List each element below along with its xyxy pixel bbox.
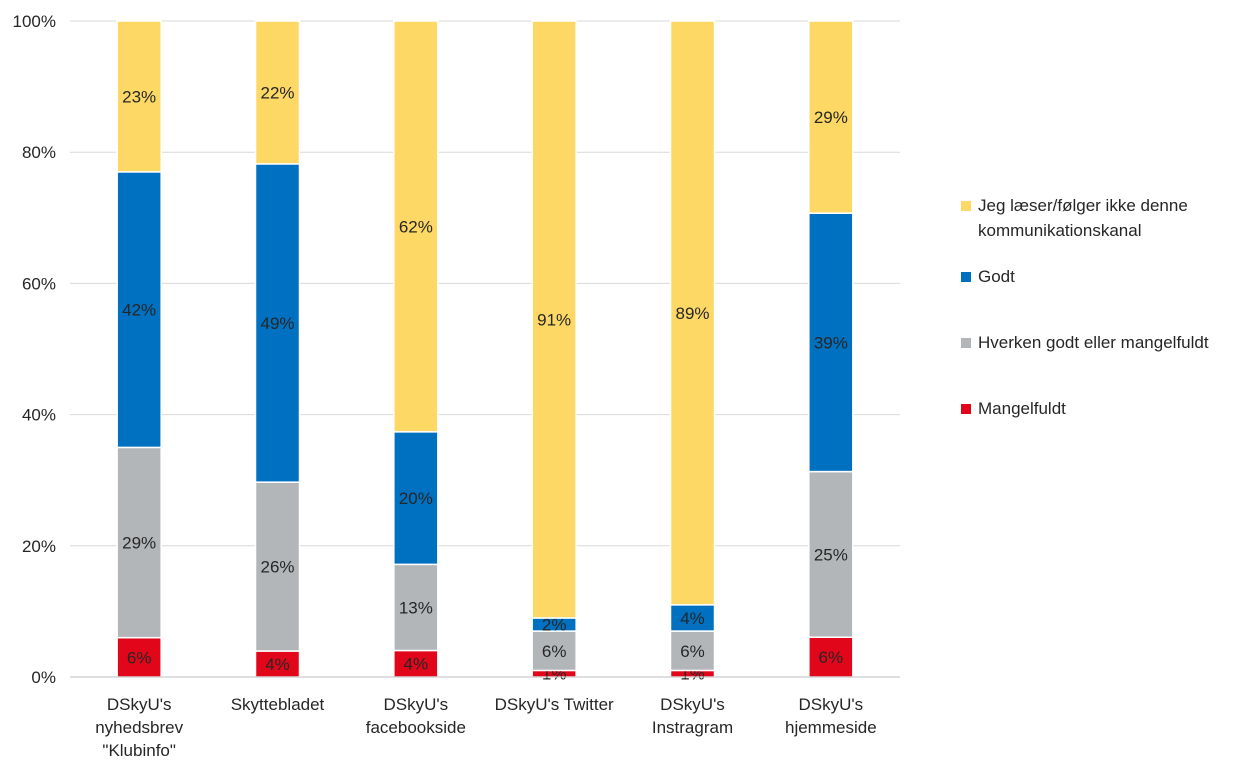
bar-segment	[393, 649, 439, 678]
legend-label: kommunikationskanal	[978, 221, 1141, 240]
bar-segment	[393, 563, 439, 652]
y-tick-label: 60%	[22, 274, 56, 293]
data-label: 91%	[537, 310, 571, 329]
bar-segment	[669, 20, 716, 606]
bar-segment	[254, 163, 301, 483]
bar-segment	[808, 636, 854, 678]
bar-stacks: 6%29%42%23%4%26%49%22%4%13%20%62%1%6%2%9…	[116, 20, 854, 684]
data-label: 49%	[260, 314, 294, 333]
y-tick-label: 80%	[22, 143, 56, 162]
legend-swatch	[961, 272, 971, 282]
bar-segment	[393, 20, 439, 433]
y-tick-label: 0%	[31, 668, 56, 687]
x-tick-label: hjemmeside	[785, 718, 877, 737]
bar-segment	[808, 212, 854, 473]
legend-swatch	[961, 404, 971, 414]
x-tick-label: Instragram	[652, 718, 733, 737]
data-label: 6%	[127, 648, 152, 667]
data-label: 4%	[265, 655, 290, 674]
data-label: 42%	[122, 301, 156, 320]
data-label: 89%	[675, 304, 709, 323]
bar-segment	[531, 20, 577, 619]
legend-label: Godt	[978, 267, 1015, 286]
y-tick-label: 40%	[22, 406, 56, 425]
axes: 0% 20% 40% 60% 80% 100% DSkyU's nyhedsbrev "Klub…	[13, 12, 900, 760]
bar-segment	[254, 20, 301, 165]
legend-label: Jeg læser/følger ikke denne	[978, 196, 1188, 215]
gridlines	[70, 20, 900, 547]
y-tick-label: 100%	[13, 12, 56, 31]
legend: Jeg læser/følger ikke denne kommunikation…	[961, 196, 1209, 418]
data-label: 6%	[680, 642, 705, 661]
x-tick-label: nyhedsbrev	[95, 718, 183, 737]
x-tick-label: Skyttebladet	[231, 695, 325, 714]
legend-swatch	[961, 201, 971, 211]
bar-segment	[669, 604, 716, 632]
data-label: 4%	[404, 655, 429, 674]
legend-label: Mangelfuldt	[978, 399, 1066, 418]
data-label: 13%	[399, 598, 433, 617]
x-tick-label: "Klubinfo"	[102, 741, 176, 760]
data-label: 20%	[399, 489, 433, 508]
x-tick-label: DSkyU's	[799, 695, 864, 714]
data-label: 6%	[542, 642, 567, 661]
data-label: 62%	[399, 217, 433, 236]
bar-segment	[808, 20, 854, 214]
bar-segment	[116, 636, 162, 678]
bar-segment	[116, 446, 162, 639]
data-label: 2%	[542, 616, 567, 635]
data-label: 6%	[819, 648, 844, 667]
legend-swatch	[961, 338, 971, 348]
data-label: 26%	[260, 558, 294, 577]
x-tick-label: facebookside	[366, 718, 466, 737]
data-label: 29%	[122, 534, 156, 553]
bar-segment	[669, 630, 716, 672]
x-tick-label: DSkyU's	[384, 695, 449, 714]
x-tick-label: DSkyU's Twitter	[495, 695, 614, 714]
legend-label: Hverken godt eller mangelfuldt	[978, 333, 1209, 352]
data-label: 4%	[680, 609, 705, 628]
data-label: 25%	[814, 545, 848, 564]
data-label: 39%	[814, 333, 848, 352]
x-tick-label: DSkyU's	[660, 695, 725, 714]
y-tick-label: 20%	[22, 537, 56, 556]
bar-segment	[116, 20, 162, 173]
data-label: 22%	[260, 83, 294, 102]
x-tick-label: DSkyU's	[107, 695, 172, 714]
data-label: 23%	[122, 87, 156, 106]
data-label: 29%	[814, 108, 848, 127]
